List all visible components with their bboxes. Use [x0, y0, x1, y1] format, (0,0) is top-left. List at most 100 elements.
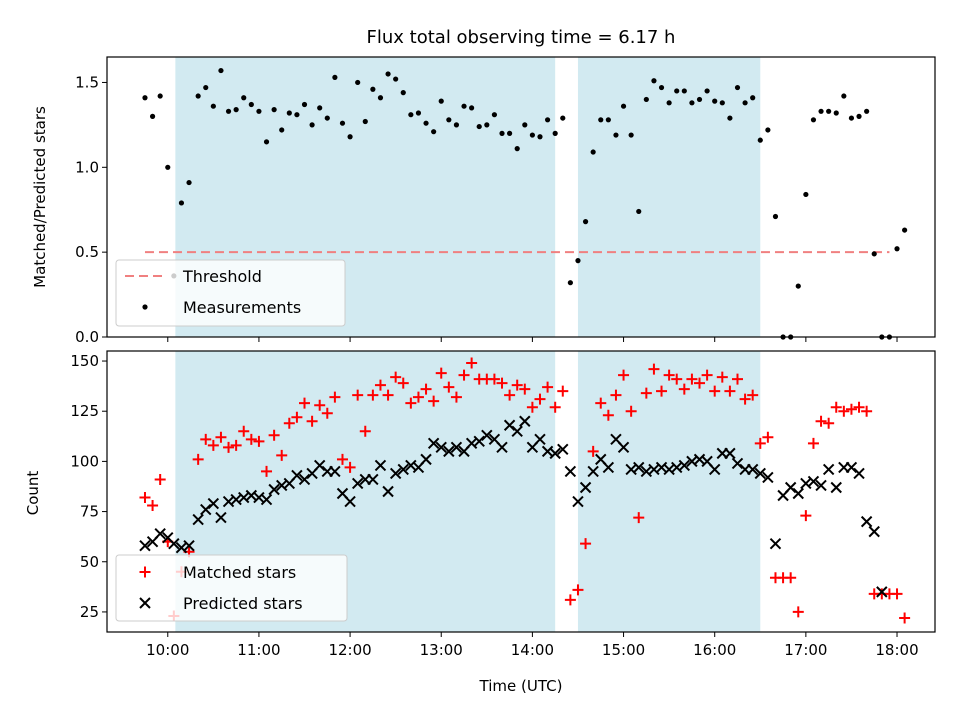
matched-star-point [321, 407, 333, 419]
measurement-point [552, 130, 558, 136]
legend-box [115, 554, 348, 622]
matched-star-point [640, 387, 652, 399]
x-tick-label: 16:00 [693, 641, 736, 659]
predicted-star-point [853, 467, 865, 480]
matched-legend-swatch [139, 566, 151, 578]
measurement-point [263, 139, 270, 145]
matched-star-point [466, 357, 478, 369]
predicted-star-point [587, 465, 599, 478]
predicted-star-point [511, 425, 523, 437]
measurement-point [203, 84, 209, 91]
matched-star-point [412, 391, 424, 403]
matched-star-point [450, 391, 462, 403]
matched-star-point [785, 572, 797, 584]
threshold-legend-label: Threshold [182, 267, 262, 286]
top-panel: 0.0 0.5 1.0 1.5 Matched/Predicted stars Thr… [31, 56, 936, 346]
measurement-point [894, 246, 900, 252]
x-tick-label: 15:00 [602, 641, 645, 659]
matched-star-point [823, 417, 835, 429]
predicted-star-point [268, 483, 280, 496]
measurement-point [864, 108, 870, 114]
matched-star-point [245, 433, 257, 445]
measurement-point [385, 71, 391, 77]
measurement-point [681, 88, 687, 94]
predicted-star-point [139, 539, 151, 552]
measurement-point [620, 103, 627, 109]
measurement-point [742, 100, 748, 106]
matched-star-point [390, 371, 402, 383]
predicted-star-point [473, 435, 485, 448]
matched-star-point [428, 395, 440, 407]
matched-star-point [223, 441, 235, 453]
predicted-star-point [762, 471, 774, 484]
x-axis-label: Time (UTC) [479, 677, 563, 695]
predicted-star-point [830, 481, 842, 494]
matched-star-point [276, 449, 288, 461]
top-plot-frame [106, 56, 936, 338]
matched-star-point [580, 538, 592, 550]
top-y-ticks: 0.0 0.5 1.0 1.5 [75, 73, 107, 346]
predicted-star-point [754, 467, 766, 480]
predicted-star-point [534, 433, 546, 446]
predicted-star-point [860, 515, 873, 528]
matched-star-point [853, 401, 865, 413]
predicted-star-point [746, 463, 759, 476]
matched-star-point [807, 437, 819, 449]
matched-star-point [352, 389, 364, 401]
matched-star-point [534, 393, 546, 405]
matched-star-point [762, 431, 774, 443]
measurement-point [795, 283, 801, 289]
predicted-star-point [298, 473, 311, 486]
measurement-point [377, 95, 384, 101]
matched-star-point [344, 461, 356, 473]
measurement-point [339, 120, 346, 126]
measurement-point [248, 101, 254, 108]
matched-legend-label: Matched stars [183, 563, 296, 582]
predicted-star-point [557, 443, 569, 456]
matched-star-point [382, 389, 394, 401]
matched-star-point [625, 405, 637, 417]
chart-title: Flux total observing time = 6.17 h [367, 27, 676, 48]
measurement-point [476, 123, 482, 130]
measurement-point [233, 107, 239, 113]
matched-star-point [633, 512, 645, 524]
measurement-point [902, 227, 908, 233]
measurement-point [803, 191, 809, 198]
predicted-star-point [443, 445, 455, 458]
measurement-point [826, 108, 832, 114]
matched-star-point [405, 397, 417, 409]
y-tick-label: 0.0 [75, 328, 99, 346]
matched-star-point [519, 383, 531, 395]
measurement-point [833, 110, 839, 116]
measurement-point [727, 115, 733, 121]
matched-star-point [154, 473, 166, 485]
predicted-star-point [815, 479, 827, 492]
measurement-point [537, 134, 543, 140]
matched-star-point [291, 411, 303, 423]
measurement-point [186, 179, 192, 186]
matched-star-point [815, 415, 827, 427]
matched-star-point [899, 612, 911, 624]
y-tick-label: 50 [80, 553, 99, 571]
matched-star-point [663, 369, 675, 381]
y-tick-label: 25 [80, 603, 99, 621]
predicted-star-point [792, 487, 804, 500]
predicted-star-point [868, 525, 880, 538]
measurement-point [438, 98, 444, 104]
predicted-star-point [344, 495, 356, 508]
measurement-point [431, 129, 437, 135]
measurement-point [848, 115, 855, 121]
matched-star-point [678, 383, 690, 395]
predicted-star-point [503, 419, 516, 431]
matched-star-point [618, 369, 630, 381]
predicted-star-point [481, 429, 493, 442]
predicted-star-point [192, 513, 204, 526]
measurement-point [461, 103, 467, 109]
measurement-point [301, 101, 308, 108]
measurement-point [484, 122, 490, 128]
measurement-point [507, 130, 513, 136]
measurement-point [499, 130, 505, 136]
matched-star-point [564, 594, 576, 606]
predicted-star-point [154, 527, 166, 540]
matched-star-point [838, 405, 850, 417]
